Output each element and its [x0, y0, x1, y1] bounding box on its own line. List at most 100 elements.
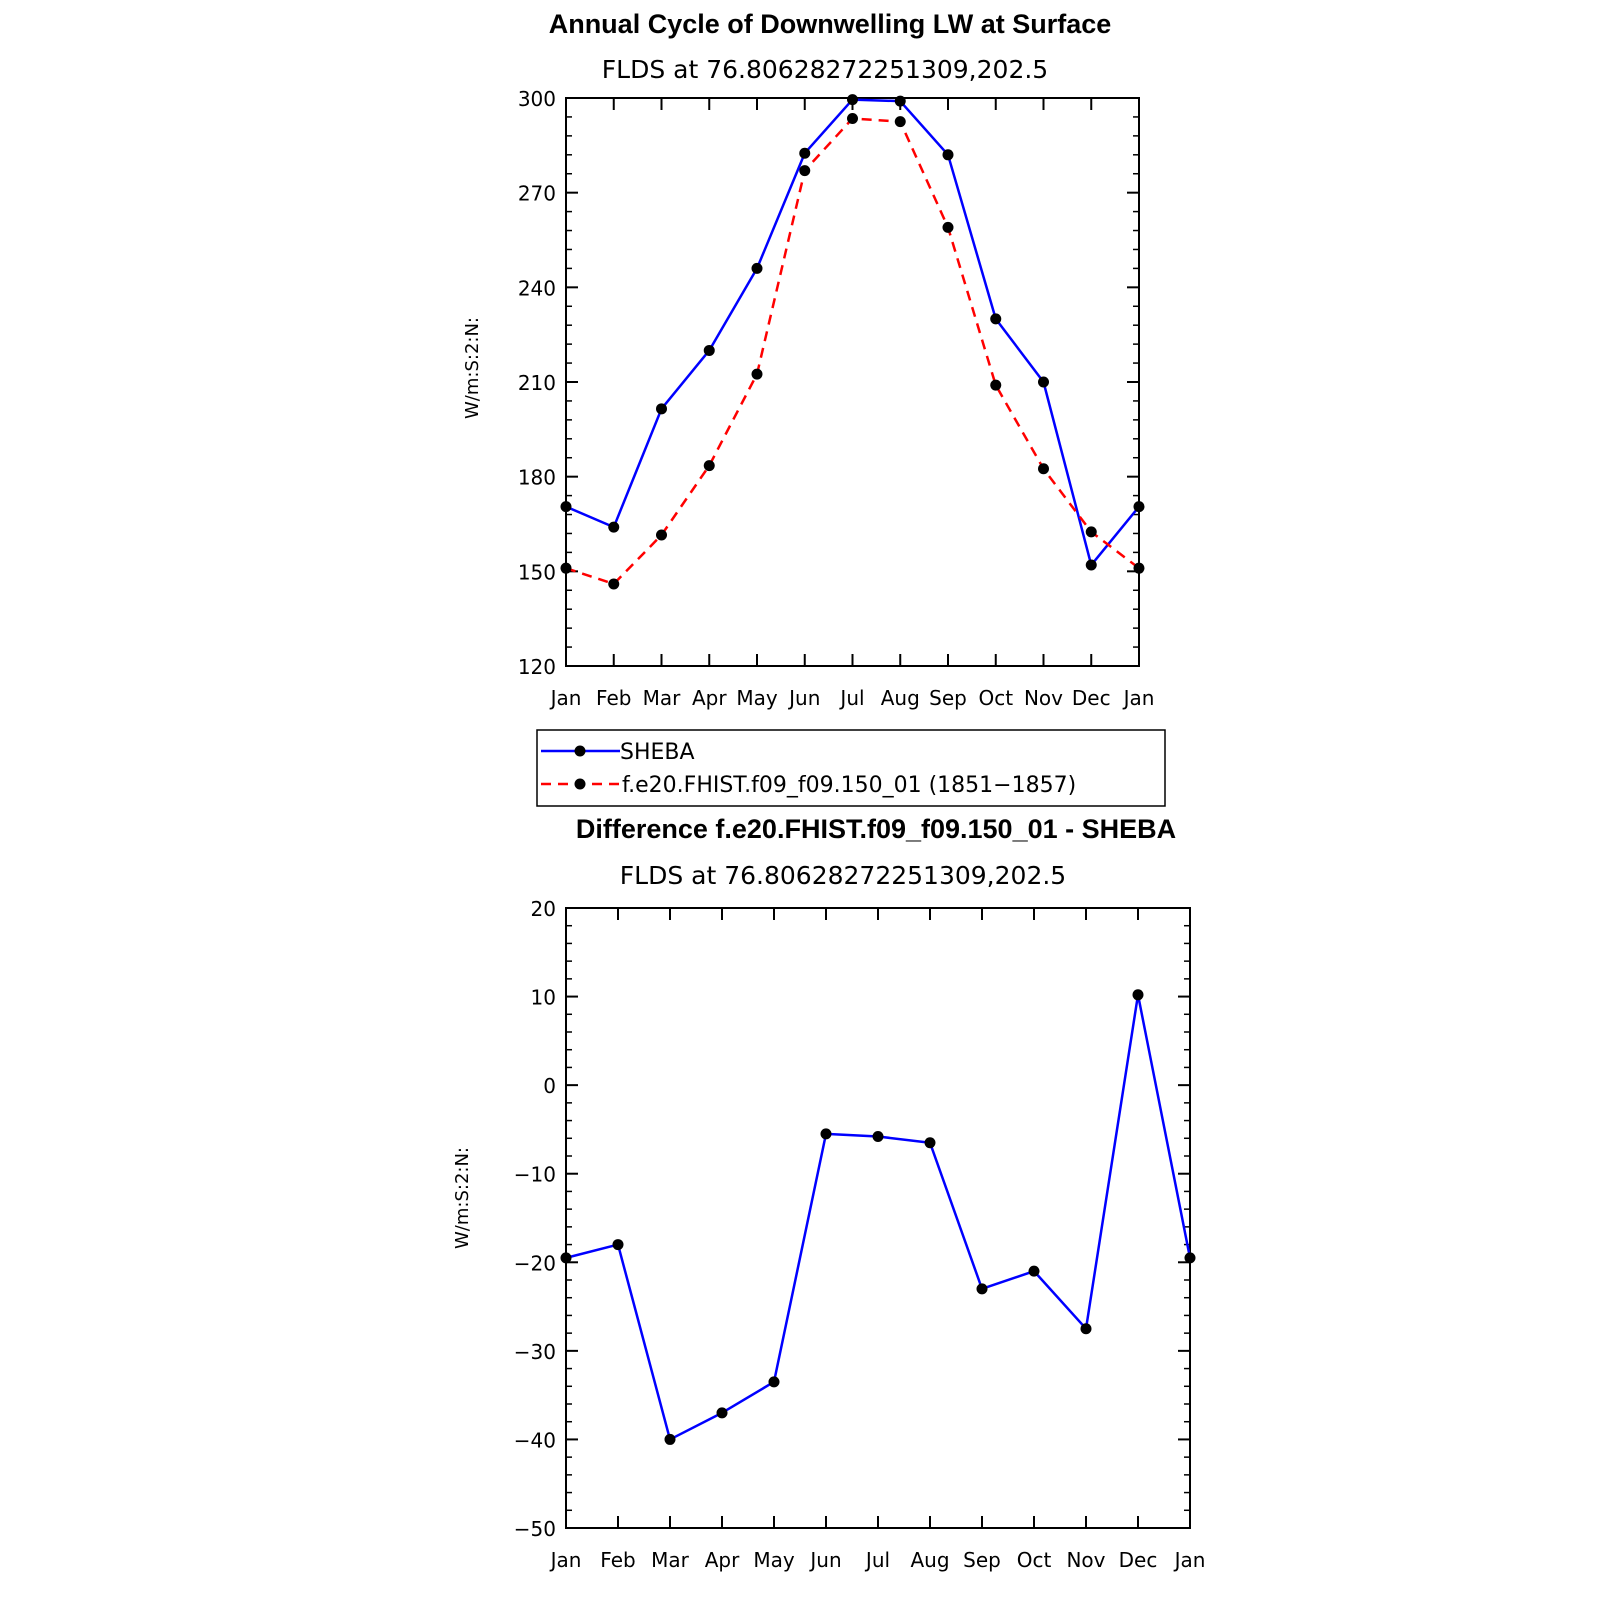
chart1-ylabel: W/m:S:2:N: [462, 317, 483, 419]
data-point [942, 149, 954, 161]
data-point [768, 1376, 780, 1388]
x-tick-label: Mar [643, 686, 682, 710]
data-point [847, 94, 858, 106]
data-point [1080, 1323, 1092, 1335]
data-point [976, 1283, 988, 1295]
difference-chart: Difference f.e20.FHIST.f09_f09.150_01 - … [452, 814, 1205, 1572]
data-point [608, 578, 620, 590]
data-point [612, 1239, 624, 1251]
chart2-subtitle: FLDS at 76.80628272251309,202.5 [620, 861, 1066, 890]
data-point [1132, 989, 1144, 1001]
x-tick-label: Jul [838, 686, 864, 710]
data-point [924, 1137, 936, 1149]
y-tick-label: −50 [514, 1517, 556, 1541]
x-tick-label: Apr [692, 686, 727, 710]
x-tick-label: May [753, 1548, 795, 1572]
data-point [847, 113, 858, 125]
data-point [608, 521, 620, 533]
data-point [656, 529, 667, 541]
x-tick-label: Sep [929, 686, 967, 710]
y-tick-label: 300 [518, 87, 556, 111]
data-point [799, 147, 811, 159]
chart1-title: Annual Cycle of Downwelling LW at Surfac… [549, 9, 1112, 39]
x-tick-label: Jul [864, 1548, 890, 1572]
y-tick-label: −30 [514, 1340, 556, 1364]
x-tick-label: Nov [1024, 686, 1063, 710]
data-point [716, 1407, 728, 1419]
chart2-axes: Jan Feb Mar Apr May Jun Jul Aug Sep Oct Nov Dec Jan −… [514, 897, 1206, 1572]
data-point [1085, 559, 1097, 571]
x-tick-label: Aug [881, 686, 920, 710]
data-point [560, 1252, 572, 1264]
legend-sheba-label: SHEBA [620, 740, 695, 765]
data-point [942, 221, 954, 233]
legend-model-marker [574, 778, 586, 790]
chart1-legend: SHEBA f.e20.FHIST.f09_f09.150_01 (1851−1… [536, 729, 1166, 807]
series-line-0 [565, 98, 1140, 567]
legend-sheba-marker [574, 745, 586, 757]
data-point [799, 165, 811, 177]
series-line-1 [565, 117, 1140, 586]
data-point [703, 344, 715, 356]
y-tick-label: 10 [531, 986, 556, 1010]
x-tick-label: Dec [1119, 1548, 1158, 1572]
x-tick-label: Jan [549, 1548, 582, 1572]
x-tick-label: Dec [1072, 686, 1111, 710]
y-tick-label: 20 [531, 897, 556, 921]
y-tick-label: 270 [518, 182, 556, 206]
data-point [751, 368, 763, 380]
data-point [990, 379, 1002, 391]
legend-model-label: f.e20.FHIST.f09_f09.150_01 (1851−1857) [622, 773, 1076, 798]
data-point [703, 460, 715, 472]
data-point [894, 116, 906, 128]
y-tick-label: 210 [518, 371, 556, 395]
data-point [1028, 1265, 1040, 1277]
x-tick-label: Jan [1173, 1548, 1206, 1572]
data-point [990, 313, 1002, 325]
data-point [664, 1433, 676, 1445]
data-point [1133, 562, 1145, 574]
x-tick-label: Apr [705, 1548, 740, 1572]
data-point [1085, 526, 1097, 538]
y-tick-label: −40 [514, 1428, 556, 1452]
x-tick-label: May [736, 686, 778, 710]
x-tick-label: Jan [1122, 686, 1155, 710]
y-tick-label: 180 [518, 466, 556, 490]
annual-cycle-chart: Annual Cycle of Downwelling LW at Surfac… [462, 9, 1166, 807]
x-tick-label: Oct [978, 686, 1013, 710]
chart2-series [560, 989, 1196, 1445]
chart1-subtitle: FLDS at 76.80628272251309,202.5 [602, 55, 1048, 84]
plot-frame [565, 97, 1140, 667]
data-point [560, 562, 572, 574]
y-tick-label: 150 [518, 560, 556, 584]
chart1-series [560, 94, 1145, 590]
chart2-ylabel: W/m:S:2:N: [452, 1147, 473, 1249]
y-tick-label: 240 [518, 276, 556, 300]
legend-box [536, 729, 1166, 807]
data-point [1133, 501, 1145, 513]
x-tick-label: Jun [808, 1548, 841, 1572]
y-tick-label: 0 [543, 1074, 556, 1098]
y-tick-label: 120 [518, 655, 556, 679]
y-tick-label: −20 [514, 1251, 556, 1275]
data-point [751, 262, 763, 274]
x-tick-label: Mar [651, 1548, 690, 1572]
data-point [1038, 463, 1049, 475]
chart2-title: Difference f.e20.FHIST.f09_f09.150_01 - … [576, 814, 1176, 844]
data-point [894, 95, 906, 107]
x-tick-label: Jan [549, 686, 582, 710]
x-tick-label: Oct [1017, 1548, 1052, 1572]
x-tick-label: Aug [910, 1548, 949, 1572]
chart1-axes: Jan Feb Mar Apr May Jun Jul Aug Sep Oct Nov Dec Jan 1… [518, 87, 1155, 710]
data-point [656, 403, 667, 415]
x-tick-label: Feb [600, 1548, 635, 1572]
data-point [1038, 376, 1049, 388]
y-tick-label: −10 [514, 1163, 556, 1187]
data-point [820, 1128, 832, 1140]
x-tick-label: Sep [963, 1548, 1001, 1572]
x-tick-label: Nov [1066, 1548, 1105, 1572]
data-point [1184, 1252, 1196, 1264]
data-point [872, 1131, 884, 1143]
series-line-0 [565, 993, 1192, 1441]
